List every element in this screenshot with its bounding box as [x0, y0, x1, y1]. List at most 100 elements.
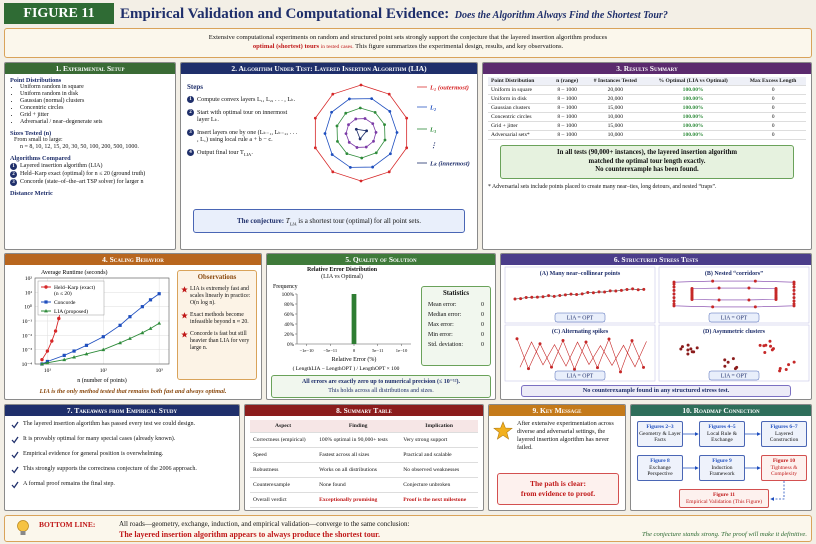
layer-point: [323, 132, 327, 135]
step-number: 1: [187, 96, 194, 103]
table-cell: 100.00%: [646, 103, 741, 113]
stress-point: [672, 302, 676, 306]
result-badge: [708, 370, 760, 381]
layer-ring: [355, 128, 368, 140]
scaling-footer: LIA is the only method tested that remai…: [39, 388, 227, 395]
layer-point: [313, 116, 317, 120]
table-cell: No observed weaknesses: [400, 462, 478, 478]
marker: [118, 323, 122, 327]
stress-diagrams: (A) Many near–collinear points LIA = OPT (…: [504, 266, 810, 382]
stress-point: [515, 337, 519, 341]
step-text: Start with optimal tour on innermost lay…: [197, 109, 299, 124]
table-row: Adversarial sets* 8 – 1000 10,000 100.00% 0: [488, 130, 806, 140]
figure-label: FIGURE 11: [4, 3, 114, 24]
table-cell: Counterexample: [250, 477, 317, 493]
column-header: Point Distribution: [488, 77, 550, 86]
layer-point: [365, 129, 368, 133]
stress-point: [723, 364, 727, 368]
bulb: [17, 520, 29, 532]
y-tick-label: 10⁻³: [22, 348, 32, 354]
table-cell: Gaussian clusters: [488, 103, 550, 113]
stress-point: [690, 350, 694, 354]
case-result: LIA = OPT: [567, 374, 594, 380]
layer-point: [395, 131, 399, 134]
bulb-icon: [17, 520, 29, 535]
distribution-item: Concentric circles: [20, 105, 170, 112]
layer-point: [331, 92, 335, 96]
stress-point: [527, 367, 530, 371]
stress-point: [672, 299, 676, 303]
marker: [44, 309, 48, 313]
layer-label: L₁ (outermost): [429, 85, 469, 92]
x-tick-label: 1e−10: [396, 348, 408, 353]
column-header: Implication: [400, 420, 478, 433]
column-header: Finding: [316, 420, 401, 433]
marker: [40, 357, 44, 362]
table-cell: 100% optimal in 90,000+ tests: [316, 432, 401, 448]
conclusion-line: from evidence to proof.: [520, 489, 596, 498]
check-icon: [11, 436, 19, 444]
marker: [157, 292, 161, 296]
scaling-chart: Average Runtime (seconds) 10⁻⁴ 10⁻³ 10⁻² 10⁻…: [22, 269, 170, 384]
table-cell: Robustness: [250, 462, 317, 478]
intro-line: optimal (shortest) tours in tested cases…: [5, 43, 811, 52]
stress-point: [642, 287, 646, 291]
layer-diagram: L₁ (outermost) L₂ L₃ ⋮ Lₖ (innermost): [313, 83, 470, 183]
stress-point: [753, 305, 757, 309]
step-end: .: [251, 148, 253, 156]
stress-point: [792, 288, 796, 292]
y-tick-label: 100%: [282, 292, 295, 298]
stress-point: [731, 357, 735, 361]
distribution-item: Grid + jitter: [20, 112, 170, 119]
marker: [101, 347, 106, 352]
layer-point: [372, 139, 375, 143]
stress-point: [573, 367, 576, 371]
layer-point: [331, 170, 335, 174]
stress-point: [690, 287, 694, 291]
intro-note: in tested cases.: [320, 43, 354, 50]
table-row: Grid + jitter 8 – 1000 15,000 100.00% 0: [488, 121, 806, 131]
table-cell: Proof is the next milestone: [400, 492, 478, 508]
stress-point: [513, 297, 517, 301]
stat-row: Min error: 0: [425, 330, 487, 340]
footer-line: This holds across all distributions and …: [328, 388, 434, 394]
marker: [101, 335, 105, 339]
observation-item: LIA is extremely fast and scales linearl…: [181, 286, 253, 307]
stress-point: [747, 286, 751, 290]
check-icon: [11, 451, 19, 459]
table-cell: 8 – 1000: [549, 85, 585, 95]
layer-point: [344, 132, 348, 136]
table-cell: Practical and scalable: [400, 447, 478, 463]
layer-point: [347, 140, 351, 144]
table-cell: Concentric circles: [488, 112, 550, 122]
y-tick-label: 0%: [287, 342, 295, 348]
stress-tour: [516, 338, 644, 373]
marker: [148, 298, 153, 302]
table-cell: 8 – 1000: [549, 121, 585, 131]
layer-point: [405, 116, 409, 120]
algorithm-item: 3 Concorde (state–of–the–art TSP solver) …: [10, 179, 170, 186]
table-cell: Conjecture unbroken: [400, 477, 478, 493]
marker: [62, 357, 67, 362]
stress-point: [607, 337, 611, 341]
table-cell: Grid + jitter: [488, 121, 550, 131]
star-bullet: [181, 286, 188, 293]
y-tick-label: 10²: [25, 276, 33, 282]
marker: [157, 321, 162, 325]
chart-subtitle: (LIA vs Optimal): [321, 274, 363, 280]
marker: [40, 362, 44, 366]
stress-point: [538, 342, 542, 346]
x-tick-label: 10³: [156, 368, 164, 374]
table-cell: 0: [740, 85, 806, 95]
layer-point: [364, 145, 368, 149]
y-tick-label: 10⁻⁴: [22, 362, 32, 368]
marker: [140, 330, 145, 335]
layer-ring: [314, 84, 408, 182]
node-ref: Figure 8: [650, 458, 670, 464]
stress-point: [619, 370, 622, 374]
marker: [45, 349, 50, 353]
star: [181, 312, 188, 319]
heading: Steps: [187, 83, 203, 91]
stat-list: Mean error: 0 Median error: 0 Max error: 0 Min…: [425, 300, 487, 350]
